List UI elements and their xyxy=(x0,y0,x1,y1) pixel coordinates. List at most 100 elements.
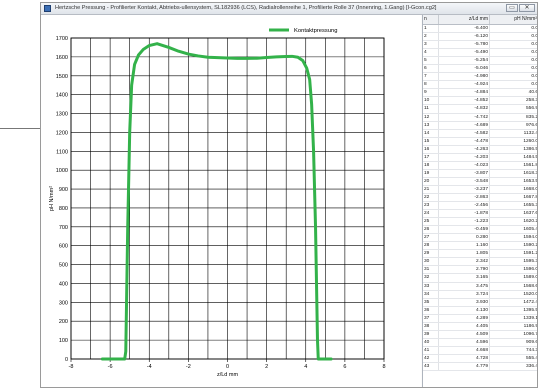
table-row[interactable]: 26 -0.459 1605.4 xyxy=(423,226,538,235)
table-row[interactable]: 11 -4.832 556.9 xyxy=(423,105,538,114)
cell-z: -5.254 xyxy=(439,57,490,65)
table-row[interactable]: 40 4.596 909.6 xyxy=(423,338,537,347)
chart-area: -8 -6 -4 -2 0 2 4 6 8 0 100 200 300 400 500 600 700 800 90… xyxy=(41,15,421,387)
table-row[interactable]: 3 -5.780 0.0 xyxy=(423,41,537,50)
table-row[interactable]: 8 -4.924 0.0 xyxy=(423,81,537,90)
cell-ph: 1589.0 xyxy=(523,275,538,281)
table-row[interactable]: 14 -4.582 1132.4 xyxy=(423,129,537,138)
header-n[interactable]: n xyxy=(423,15,439,24)
y-tick-label: 1700 xyxy=(56,36,68,42)
series-line-kontaktpressung xyxy=(100,42,333,361)
cell-ph: 1591.2 xyxy=(523,251,538,257)
cell-ph: 1568.6 xyxy=(523,283,538,289)
y-tick-label: 1600 xyxy=(56,55,68,61)
cell-z: -0.459 xyxy=(439,226,490,234)
cell-z: 4.509 xyxy=(439,330,490,338)
table-row[interactable]: 19 -3.807 1618.3 xyxy=(423,169,537,178)
table-row[interactable]: 43 4.779 336.4 xyxy=(423,362,537,372)
table-row[interactable]: 41 4.668 744.3 xyxy=(423,346,537,355)
table-row[interactable]: 23 -2.456 1655.3 xyxy=(423,202,537,211)
table-row[interactable]: 25 -1.223 1620.2 xyxy=(423,218,538,227)
header-ph[interactable]: pH N/mm² xyxy=(490,15,537,24)
table-row[interactable]: 31 2.790 1596.0 xyxy=(423,266,537,275)
table-row[interactable]: 30 2.342 1595.3 xyxy=(423,258,537,267)
y-tick-label: 600 xyxy=(59,244,68,250)
cell-ph: 1594.0 xyxy=(523,235,538,241)
cell-z: 3.724 xyxy=(439,290,490,298)
table-row[interactable]: 4 -5.490 0.0 xyxy=(423,49,537,58)
table-row[interactable]: 18 -4.023 1561.8 xyxy=(423,161,537,170)
cell-ph: 1637.6 xyxy=(523,211,538,217)
table-row[interactable]: 35 3.930 1472.4 xyxy=(423,298,538,307)
cell-z: 4.596 xyxy=(439,338,490,346)
values-table[interactable]: n z/Ld mm pH N/mm² 1 -6.400 0.0 2 -6.120 0.0 3… xyxy=(422,15,538,387)
cell-z: -4.478 xyxy=(439,137,490,145)
table-row[interactable]: 24 -1.878 1637.6 xyxy=(423,210,538,219)
table-row[interactable]: 5 -5.254 0.0 xyxy=(423,57,537,66)
cell-index: 9 xyxy=(423,89,439,97)
table-row[interactable]: 38 4.405 1186.9 xyxy=(423,322,537,331)
x-tick-label: 6 xyxy=(343,364,346,370)
y-tick-label: 400 xyxy=(59,281,68,287)
table-row[interactable]: 13 -4.689 976.6 xyxy=(423,121,537,130)
cell-ph: 1472.4 xyxy=(523,299,538,305)
cell-index: 3 xyxy=(423,41,439,49)
y-tick-label: 100 xyxy=(59,338,68,344)
table-row[interactable]: 20 -3.548 1653.5 xyxy=(423,177,537,186)
cell-z: 3.165 xyxy=(439,274,490,282)
cell-z: 2.342 xyxy=(439,258,490,266)
cell-z: 1.805 xyxy=(439,250,490,258)
table-row[interactable]: 34 3.724 1520.0 xyxy=(423,290,537,299)
table-row[interactable]: 17 -4.203 1484.5 xyxy=(423,153,538,162)
table-row[interactable]: 21 -3.237 1668.0 xyxy=(423,185,537,194)
x-tick-label: -6 xyxy=(108,364,113,370)
table-row[interactable]: 42 4.728 555.4 xyxy=(423,354,538,363)
table-row[interactable]: 2 -6.120 0.0 xyxy=(423,33,537,42)
cell-index: 11 xyxy=(423,105,439,113)
table-row[interactable]: 36 4.130 1395.5 xyxy=(423,306,537,315)
cell-index: 37 xyxy=(423,314,439,322)
title-bar[interactable]: Hertzsche Pressung - Profilierter Kontak… xyxy=(41,3,537,15)
table-row[interactable]: 27 0.280 1594.0 xyxy=(423,234,538,243)
cell-ph: 555.4 xyxy=(525,355,538,361)
cell-z: -4.832 xyxy=(439,105,490,113)
table-row[interactable]: 33 3.475 1568.6 xyxy=(423,282,538,291)
table-row[interactable]: 32 3.165 1589.0 xyxy=(423,274,538,283)
table-row[interactable]: 22 -2.863 1667.8 xyxy=(423,193,537,203)
table-row[interactable]: 7 -4.980 0.0 xyxy=(423,73,538,82)
cell-index: 36 xyxy=(423,306,439,314)
cell-index: 17 xyxy=(423,153,439,161)
table-row[interactable]: 29 1.805 1591.2 xyxy=(423,250,538,259)
table-row[interactable]: 37 4.289 1339.1 xyxy=(423,314,537,323)
table-row[interactable]: 28 1.160 1590.2 xyxy=(423,242,537,251)
cell-index: 39 xyxy=(423,330,439,338)
table-row[interactable]: 1 -6.400 0.0 xyxy=(423,25,537,34)
table-row[interactable]: 10 -4.852 258.3 xyxy=(423,97,537,106)
cell-z: 4.779 xyxy=(439,362,490,371)
x-tick-label: 0 xyxy=(226,364,229,370)
table-row[interactable]: 6 -5.046 0.0 xyxy=(423,65,537,74)
cell-ph: 1484.5 xyxy=(523,154,538,160)
y-tick-label: 300 xyxy=(59,300,68,306)
cell-ph: 1620.2 xyxy=(523,219,538,225)
table-row[interactable]: 15 -4.478 1260.0 xyxy=(423,137,537,146)
close-button[interactable]: ✕ xyxy=(519,4,535,12)
cell-ph: 556.9 xyxy=(525,106,538,112)
table-row[interactable]: 12 -4.742 835.2 xyxy=(423,113,538,122)
cell-index: 16 xyxy=(423,145,439,153)
table-row[interactable]: 39 4.509 1096.7 xyxy=(423,330,537,339)
cell-index: 40 xyxy=(423,338,439,346)
cell-index: 15 xyxy=(423,137,439,145)
app-icon xyxy=(44,5,51,12)
table-row[interactable]: 9 -4.884 40.6 xyxy=(423,89,537,98)
table-row[interactable]: 16 -4.263 1386.5 xyxy=(423,145,537,154)
cell-z: -3.237 xyxy=(439,185,490,193)
cell-index: 7 xyxy=(423,73,439,81)
cell-index: 24 xyxy=(423,210,439,218)
restore-button[interactable]: ▭ xyxy=(506,4,518,12)
cell-ph: 1605.4 xyxy=(523,227,538,233)
header-z[interactable]: z/Ld mm xyxy=(439,15,490,24)
x-tick-label: 4 xyxy=(304,364,307,370)
cell-ph: 0.0 xyxy=(531,74,538,80)
cell-ph: 835.2 xyxy=(525,114,538,120)
